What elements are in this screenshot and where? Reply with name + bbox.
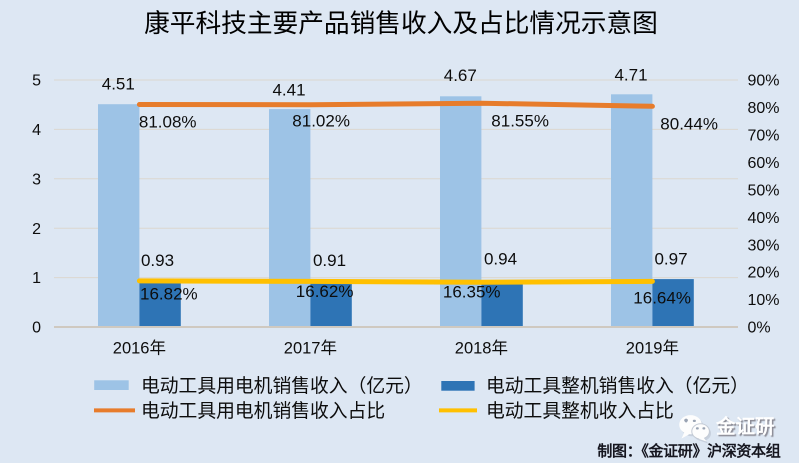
svg-text:电动工具用电机销售收入（亿元）: 电动工具用电机销售收入（亿元） — [141, 375, 423, 396]
svg-text:0%: 0% — [748, 320, 771, 337]
svg-text:电动工具用电机销售收入占比: 电动工具用电机销售收入占比 — [141, 400, 385, 421]
svg-text:16.62%: 16.62% — [296, 282, 354, 301]
svg-text:0.94: 0.94 — [484, 250, 517, 269]
svg-text:2018年: 2018年 — [455, 339, 508, 358]
svg-text:2: 2 — [32, 221, 41, 238]
svg-text:70%: 70% — [748, 128, 780, 145]
svg-text:4: 4 — [32, 122, 41, 139]
svg-text:40%: 40% — [748, 210, 780, 227]
svg-text:16.82%: 16.82% — [140, 285, 198, 304]
svg-text:4.51: 4.51 — [102, 74, 135, 93]
svg-text:1: 1 — [32, 270, 41, 287]
svg-text:电动工具整机收入占比: 电动工具整机收入占比 — [486, 400, 674, 421]
svg-text:金证研: 金证研 — [715, 415, 775, 438]
svg-text:81.08%: 81.08% — [139, 113, 197, 132]
svg-text:80.44%: 80.44% — [660, 115, 718, 134]
svg-text:50%: 50% — [748, 182, 780, 199]
svg-text:4.67: 4.67 — [444, 66, 477, 85]
svg-text:80%: 80% — [748, 100, 780, 117]
svg-text:0: 0 — [32, 320, 41, 337]
svg-text:30%: 30% — [748, 237, 780, 254]
svg-text:康平科技主要产品销售收入及占比情况示意图: 康平科技主要产品销售收入及占比情况示意图 — [144, 9, 658, 38]
svg-text:60%: 60% — [748, 155, 780, 172]
svg-text:4.71: 4.71 — [614, 66, 647, 85]
svg-text:电动工具整机销售收入（亿元）: 电动工具整机销售收入（亿元） — [486, 375, 749, 396]
svg-text:制图：《金证研》沪深资本组: 制图：《金证研》沪深资本组 — [597, 442, 780, 460]
svg-text:0.97: 0.97 — [654, 250, 687, 269]
svg-text:3: 3 — [32, 171, 41, 188]
svg-text:16.64%: 16.64% — [633, 289, 691, 308]
svg-text:0.91: 0.91 — [313, 251, 346, 270]
svg-text:81.02%: 81.02% — [292, 111, 350, 130]
svg-text:16.35%: 16.35% — [443, 283, 501, 302]
svg-text:20%: 20% — [748, 265, 780, 282]
svg-text:81.55%: 81.55% — [491, 112, 549, 131]
svg-text:10%: 10% — [748, 292, 780, 309]
svg-text:4.41: 4.41 — [272, 80, 305, 99]
svg-text:2017年: 2017年 — [284, 339, 337, 358]
svg-text:5: 5 — [32, 73, 41, 90]
svg-text:90%: 90% — [748, 73, 780, 90]
svg-text:0.93: 0.93 — [141, 251, 174, 270]
svg-text:2019年: 2019年 — [626, 339, 679, 358]
svg-text:2016年: 2016年 — [113, 339, 166, 358]
